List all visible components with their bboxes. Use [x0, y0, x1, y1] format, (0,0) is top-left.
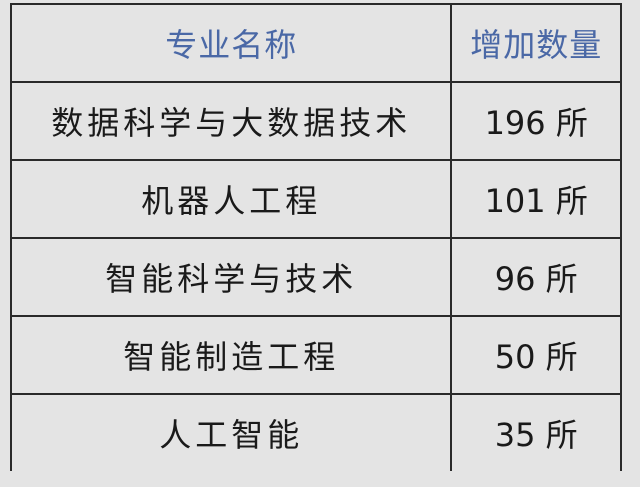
- table-row: 机器人工程 101 所: [9, 159, 622, 239]
- major-name-cell: 人工智能: [9, 393, 453, 471]
- major-name-cell: 机器人工程: [9, 159, 453, 239]
- major-name-cell: 智能制造工程: [9, 315, 453, 395]
- table-header-row: 专业名称 增加数量: [9, 3, 622, 83]
- major-increase-table: 专业名称 增加数量 数据科学与大数据技术 196 所 机器人工程 101 所 智…: [9, 3, 622, 471]
- count-cell: 196 所: [450, 81, 622, 161]
- table-row: 智能制造工程 50 所: [9, 315, 622, 395]
- count-cell: 35 所: [450, 393, 622, 471]
- major-name-cell: 数据科学与大数据技术: [9, 81, 453, 161]
- major-name-cell: 智能科学与技术: [9, 237, 453, 317]
- count-cell: 101 所: [450, 159, 622, 239]
- count-cell: 96 所: [450, 237, 622, 317]
- header-increase-count: 增加数量: [450, 3, 622, 83]
- table-row: 人工智能 35 所: [9, 393, 622, 471]
- header-major-name: 专业名称: [9, 3, 453, 83]
- count-cell: 50 所: [450, 315, 622, 395]
- table-row: 数据科学与大数据技术 196 所: [9, 81, 622, 161]
- table-row: 智能科学与技术 96 所: [9, 237, 622, 317]
